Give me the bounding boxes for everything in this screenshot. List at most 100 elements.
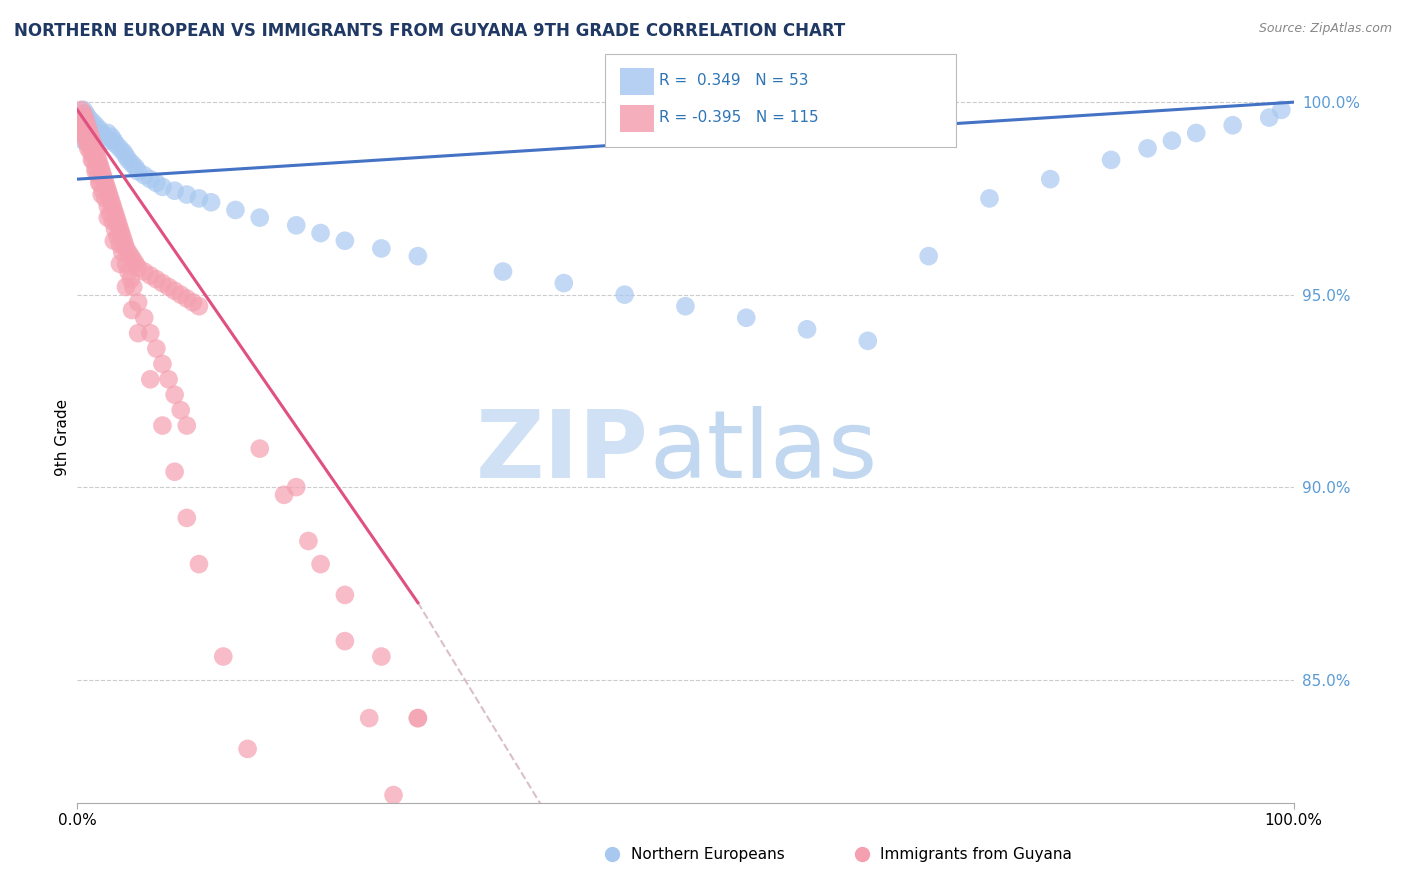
Text: NORTHERN EUROPEAN VS IMMIGRANTS FROM GUYANA 9TH GRADE CORRELATION CHART: NORTHERN EUROPEAN VS IMMIGRANTS FROM GUY… — [14, 22, 845, 40]
Point — [176, 292, 198, 306]
Point — [139, 326, 162, 340]
Point — [80, 114, 103, 128]
Point — [70, 114, 93, 128]
Point — [84, 118, 107, 132]
Point — [1099, 153, 1122, 167]
Point — [120, 272, 142, 286]
Point — [121, 157, 143, 171]
Point — [117, 245, 139, 260]
Point — [72, 134, 94, 148]
Point — [163, 465, 186, 479]
Point — [101, 214, 124, 228]
Point — [176, 187, 198, 202]
Point — [101, 199, 124, 213]
Point — [72, 106, 94, 120]
Point — [163, 184, 186, 198]
Point — [1270, 103, 1292, 117]
Point — [112, 234, 135, 248]
Point — [72, 126, 94, 140]
Point — [79, 126, 101, 140]
Text: Northern Europeans: Northern Europeans — [631, 847, 785, 862]
Point — [249, 442, 271, 456]
Point — [70, 103, 93, 117]
Point — [1222, 118, 1244, 132]
Point — [111, 230, 134, 244]
Text: Immigrants from Guyana: Immigrants from Guyana — [880, 847, 1071, 862]
Point — [796, 322, 818, 336]
Point — [157, 372, 180, 386]
Point — [89, 176, 111, 190]
Point — [97, 184, 120, 198]
Point — [100, 129, 122, 144]
Point — [122, 252, 145, 267]
Point — [108, 237, 131, 252]
Point — [89, 161, 111, 175]
Point — [127, 295, 149, 310]
Point — [96, 179, 118, 194]
Point — [163, 284, 186, 298]
Point — [82, 153, 104, 167]
Point — [72, 103, 94, 117]
Point — [188, 191, 211, 205]
Point — [236, 742, 259, 756]
Point — [103, 202, 125, 217]
Text: R =  0.349   N = 53: R = 0.349 N = 53 — [659, 73, 808, 87]
Text: R = -0.395   N = 115: R = -0.395 N = 115 — [659, 111, 820, 125]
Point — [675, 299, 697, 313]
Point — [115, 257, 138, 271]
Point — [735, 310, 758, 325]
Point — [117, 153, 139, 167]
Point — [1185, 126, 1208, 140]
Point — [170, 403, 193, 417]
Point — [90, 164, 112, 178]
Point — [112, 145, 135, 160]
Point — [979, 191, 1001, 205]
Point — [260, 834, 283, 848]
Text: Source: ZipAtlas.com: Source: ZipAtlas.com — [1258, 22, 1392, 36]
Point — [125, 257, 148, 271]
Point — [1258, 111, 1281, 125]
Point — [134, 310, 156, 325]
Point — [333, 588, 356, 602]
Point — [492, 264, 515, 278]
Point — [249, 211, 271, 225]
Point — [370, 242, 392, 256]
Point — [110, 226, 132, 240]
Point — [333, 234, 356, 248]
Y-axis label: 9th Grade: 9th Grade — [55, 399, 70, 475]
Point — [856, 334, 879, 348]
Point — [77, 111, 100, 125]
Point — [212, 649, 235, 664]
Point — [134, 264, 156, 278]
Point — [309, 557, 332, 571]
Point — [127, 164, 149, 178]
Point — [75, 114, 97, 128]
Point — [152, 276, 174, 290]
Point — [297, 534, 319, 549]
Point — [200, 195, 222, 210]
Point — [122, 280, 145, 294]
Point — [77, 122, 100, 136]
Point — [91, 169, 114, 183]
Point — [97, 187, 120, 202]
Point — [127, 260, 149, 275]
Text: ZIP: ZIP — [477, 406, 650, 498]
Point — [80, 129, 103, 144]
Point — [359, 711, 381, 725]
Point — [176, 511, 198, 525]
Point — [285, 219, 308, 233]
Point — [72, 122, 94, 136]
Point — [108, 141, 131, 155]
Point — [108, 257, 131, 271]
Point — [97, 134, 120, 148]
Point — [104, 207, 127, 221]
Point — [188, 299, 211, 313]
Point — [613, 287, 636, 301]
Point — [105, 211, 128, 225]
Point — [145, 342, 167, 356]
Point — [117, 264, 139, 278]
Point — [553, 276, 575, 290]
Point — [152, 418, 174, 433]
Point — [107, 219, 129, 233]
Point — [1161, 134, 1184, 148]
